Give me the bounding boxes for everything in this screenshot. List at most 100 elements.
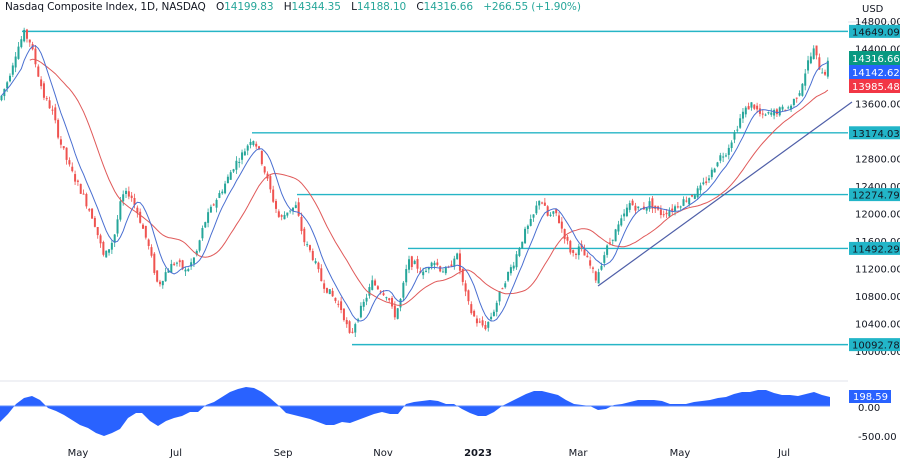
candle-body: [608, 242, 611, 244]
candle-body: [272, 189, 275, 202]
candle-body: [393, 305, 396, 318]
price-badges: 14316.66 14142.62 13985.48: [849, 51, 900, 93]
candle-body: [402, 282, 405, 298]
candle-body: [427, 267, 430, 270]
candle-body: [631, 200, 634, 206]
candle-body: [456, 253, 459, 260]
candle-body: [818, 57, 821, 70]
candle-body: [85, 194, 88, 207]
candle-body: [388, 298, 391, 301]
time-axis-label: 2023: [464, 448, 492, 459]
candle-body: [260, 150, 263, 165]
candle-body: [74, 174, 77, 182]
candle-body: [433, 262, 436, 266]
candle-body: [158, 281, 161, 285]
candle-body: [685, 200, 688, 202]
candle-body: [761, 113, 764, 115]
candle-body: [770, 112, 773, 115]
candle-body: [119, 201, 122, 220]
trendline[interactable]: [597, 101, 853, 287]
candle-body: [490, 316, 493, 320]
candle-body: [323, 283, 326, 289]
candle-body: [518, 248, 521, 256]
candle-body: [705, 181, 708, 184]
candle-body: [283, 214, 286, 220]
level-label-bg: [849, 188, 900, 202]
level-label: 14649.09: [852, 27, 900, 38]
candle-body: [764, 114, 767, 116]
candle-body: [48, 100, 51, 109]
candle-body: [617, 224, 620, 232]
candle-body: [224, 183, 227, 194]
candle-body: [314, 261, 317, 264]
candle-body: [436, 262, 439, 265]
level-label: 13174.03: [852, 129, 900, 140]
candle-body: [201, 228, 204, 239]
candle-body: [297, 202, 300, 216]
candle-body: [207, 212, 210, 223]
candle-body: [371, 280, 374, 290]
low-value: 14188.10: [356, 1, 407, 13]
change-value: +266.55 (+1.90%): [483, 1, 581, 13]
candle-body: [659, 209, 662, 215]
candle-body: [153, 253, 156, 273]
candle-body: [651, 198, 654, 209]
candle-body: [325, 287, 328, 293]
candle-body: [441, 271, 444, 273]
level-label: 11492.29: [852, 244, 900, 255]
candle-body: [552, 211, 555, 214]
open-value: 14199.83: [224, 1, 274, 13]
candle-body: [566, 236, 569, 241]
candle-body: [801, 83, 804, 96]
candle-body: [258, 146, 261, 149]
candle-body: [781, 106, 784, 110]
time-axis-label: Jul: [169, 448, 182, 459]
candle-body: [116, 219, 119, 234]
candle-body: [710, 169, 713, 178]
candle-body: [487, 321, 490, 328]
symbol-title[interactable]: Nasdaq Composite Index, 1D, NASDAQ: [5, 1, 206, 13]
candle-body: [467, 290, 470, 302]
candle-body: [408, 259, 411, 270]
candle-body: [291, 207, 294, 211]
candle-body: [68, 160, 71, 165]
level-label-bg: [849, 338, 900, 352]
candle-body: [221, 191, 224, 194]
candle-body: [161, 280, 164, 286]
oscillator-axis[interactable]: 198.590.00 -500.00: [849, 390, 897, 443]
time-axis-label: Jul: [777, 448, 790, 459]
candle-body: [249, 141, 252, 145]
candle-body: [241, 152, 244, 160]
candle-body: [620, 218, 623, 226]
candle-body: [303, 228, 306, 243]
candle-body: [198, 240, 201, 251]
candle-body: [125, 190, 128, 194]
time-axis-label: Sep: [274, 448, 293, 459]
candle-body: [354, 324, 357, 333]
candle-body: [606, 245, 609, 255]
high-label: H: [283, 1, 292, 13]
time-axis[interactable]: May Jul Sep Nov 2023 Mar May Jul: [68, 448, 790, 459]
candle-body: [821, 72, 824, 74]
candle-body: [359, 305, 362, 318]
candle-body: [444, 267, 447, 274]
candle-body: [425, 270, 427, 272]
candle-body: [178, 260, 181, 263]
close-label: C: [416, 1, 424, 13]
candle-body: [795, 97, 798, 99]
candle-body: [756, 105, 759, 110]
candle-body: [470, 304, 473, 314]
candle-body: [139, 211, 142, 223]
price-tick-label: 12800.00: [855, 155, 900, 166]
candle-body: [792, 99, 795, 106]
candle-body: [583, 249, 586, 256]
candle-body: [787, 107, 790, 109]
candle-body: [747, 106, 750, 110]
candle-body: [192, 257, 195, 264]
candle-body: [691, 195, 694, 197]
trendline-segment[interactable]: [597, 101, 853, 287]
candle-body: [826, 60, 829, 77]
candle-body: [665, 212, 668, 215]
candle-body: [526, 225, 529, 229]
